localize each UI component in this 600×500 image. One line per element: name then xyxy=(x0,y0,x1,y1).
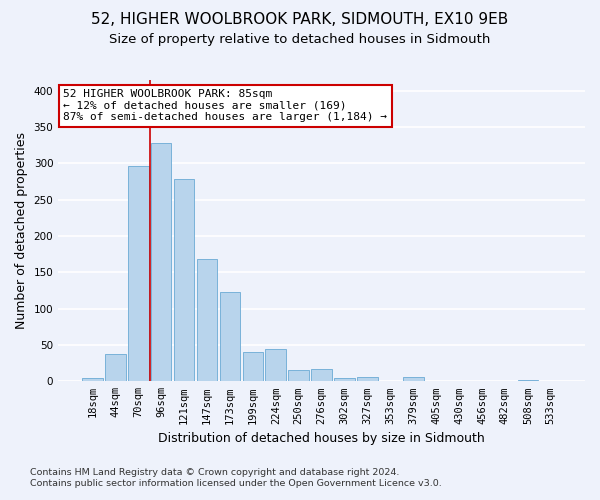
Bar xyxy=(311,369,332,382)
Bar xyxy=(357,377,378,382)
Bar xyxy=(82,378,103,382)
Bar xyxy=(220,292,240,382)
Bar xyxy=(128,166,149,382)
Y-axis label: Number of detached properties: Number of detached properties xyxy=(15,132,28,329)
Text: 52 HIGHER WOOLBROOK PARK: 85sqm
← 12% of detached houses are smaller (169)
87% o: 52 HIGHER WOOLBROOK PARK: 85sqm ← 12% of… xyxy=(64,89,388,122)
Bar xyxy=(289,370,309,382)
Bar xyxy=(197,258,217,382)
Bar xyxy=(334,378,355,382)
X-axis label: Distribution of detached houses by size in Sidmouth: Distribution of detached houses by size … xyxy=(158,432,485,445)
Bar xyxy=(518,380,538,382)
Bar xyxy=(105,354,125,382)
Text: Contains HM Land Registry data © Crown copyright and database right 2024.
Contai: Contains HM Land Registry data © Crown c… xyxy=(30,468,442,487)
Bar xyxy=(403,377,424,382)
Text: 52, HIGHER WOOLBROOK PARK, SIDMOUTH, EX10 9EB: 52, HIGHER WOOLBROOK PARK, SIDMOUTH, EX1… xyxy=(91,12,509,28)
Bar xyxy=(174,178,194,382)
Bar xyxy=(242,352,263,382)
Bar xyxy=(265,348,286,382)
Bar xyxy=(151,143,172,382)
Text: Size of property relative to detached houses in Sidmouth: Size of property relative to detached ho… xyxy=(109,32,491,46)
